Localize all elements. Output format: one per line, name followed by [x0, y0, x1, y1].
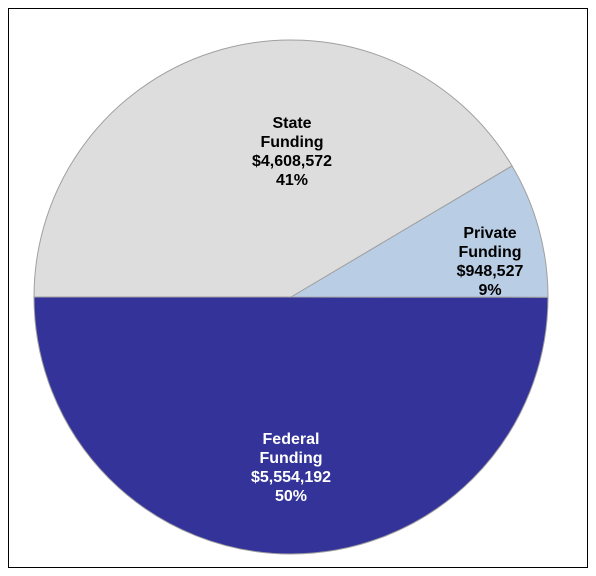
pie-slice [289, 165, 549, 298]
slice-label: Federal Funding $5,554,192 50% [236, 430, 346, 506]
slice-name: Federal Funding [259, 431, 323, 467]
slice-label-box: Federal Funding $5,554,192 50% [236, 430, 346, 506]
slice-value: $4,608,572 [251, 153, 333, 170]
slice-value: $948,527 [456, 263, 524, 280]
slice-percent: 50% [274, 488, 308, 505]
slice-label-box: Private Funding $948,527 9% [435, 224, 545, 300]
pie-slice [33, 39, 513, 298]
slice-label: Private Funding $948,527 9% [435, 224, 545, 300]
slice-percent: 41% [275, 172, 309, 189]
slice-name: Private Funding [458, 225, 522, 261]
slice-percent: 9% [478, 282, 502, 299]
slice-name: State Funding [260, 115, 324, 151]
pie-slice [33, 296, 549, 555]
slice-value: $5,554,192 [250, 469, 332, 486]
slice-label-box: State Funding $4,608,572 41% [237, 114, 347, 190]
slice-label: State Funding $4,608,572 41% [237, 114, 347, 190]
